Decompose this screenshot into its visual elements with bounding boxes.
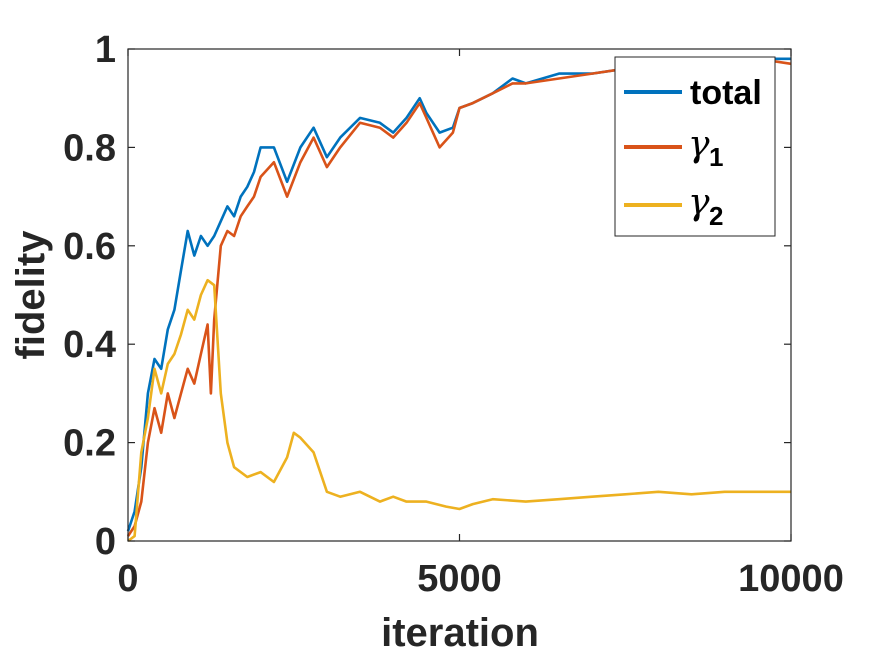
ticks-layer: 0 5000 10000 0 0.2 0.4 0.6 0.8 1 <box>63 29 844 600</box>
series-line-gamma1 <box>126 57 792 537</box>
series-line-gamma2 <box>127 278 791 543</box>
series-layer <box>126 57 792 543</box>
legend-symbol-gamma1: γ <box>688 124 710 165</box>
y-tick-label: 0.6 <box>63 226 116 268</box>
y-axis-label: fidelity <box>9 230 53 360</box>
legend-label-total: total <box>690 74 762 112</box>
legend-entry-gamma2: γ 2 <box>624 182 723 231</box>
y-tick-label: 0.2 <box>63 423 116 465</box>
legend-entry-total: total <box>624 74 762 112</box>
y-tick-label: 0.8 <box>63 127 116 169</box>
y-tick-label: 0 <box>95 521 116 563</box>
x-axis-label: iteration <box>381 611 539 655</box>
y-tick-label: 1 <box>95 29 116 71</box>
x-tick-label: 5000 <box>417 558 502 600</box>
legend-symbol-gamma2: γ <box>688 182 710 223</box>
legend-subscript-gamma1: 1 <box>709 142 723 172</box>
legend: total γ 1 γ 2 <box>614 56 776 237</box>
legend-entry-gamma1: γ 1 <box>624 124 723 172</box>
x-tick-label: 10000 <box>738 558 844 600</box>
legend-subscript-gamma2: 2 <box>709 201 723 231</box>
y-tick-label: 0.4 <box>63 324 116 366</box>
x-tick-label: 0 <box>117 558 138 600</box>
